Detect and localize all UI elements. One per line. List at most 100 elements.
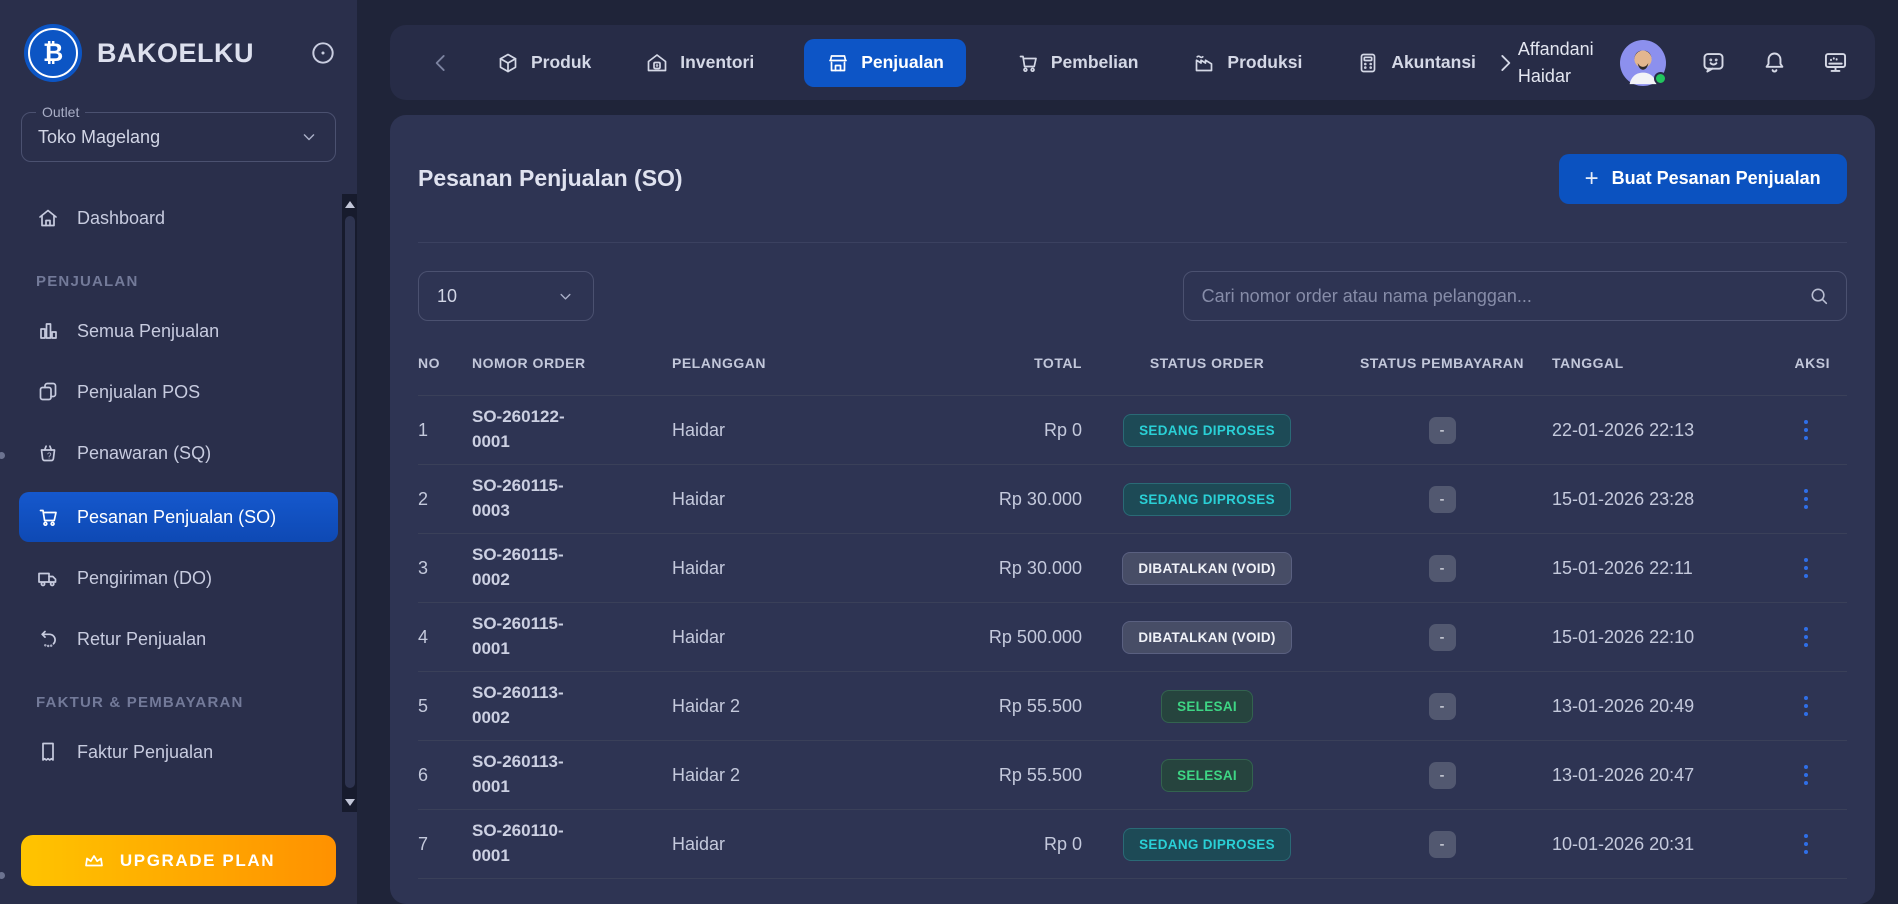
sidebar-item-pengiriman-do[interactable]: Pengiriman (DO)	[19, 556, 338, 600]
search-input[interactable]	[1201, 285, 1808, 307]
order-number: SO-260113-0001	[472, 752, 564, 797]
sidebar-item-label: Faktur Penjualan	[77, 741, 214, 762]
table-header-row: NO NOMOR ORDER PELANGGAN TOTAL STATUS OR…	[418, 355, 1847, 397]
brand-logo-coin-icon: ₿	[24, 24, 82, 82]
tab-akuntansi[interactable]: Akuntansi	[1352, 39, 1480, 87]
page-size-select[interactable]: 10	[418, 271, 594, 322]
page-title: Pesanan Penjualan (SO)	[418, 165, 683, 192]
row-actions-menu-button[interactable]	[1800, 830, 1813, 859]
sidebar-item-label: Semua Penjualan	[77, 320, 220, 341]
order-date: 22-01-2026 22:13	[1552, 419, 1695, 440]
user-first-name: Affandani	[1517, 39, 1594, 60]
main-area: Produk Inventori Penjualan Pembelian Pro…	[357, 0, 1898, 904]
table-row: 7 SO-260110-0001 Haidar Rp 0 SEDANG DIPR…	[418, 810, 1847, 880]
brand-header: ₿ BAKOELKU	[0, 0, 357, 82]
chevron-down-icon	[560, 293, 571, 300]
payment-status-chip: -	[1428, 761, 1456, 789]
tab-label: Akuntansi	[1391, 52, 1476, 73]
bar-chart-icon	[40, 323, 57, 339]
notification-bell-icon[interactable]	[1761, 49, 1788, 76]
sidebar-item-label: Dashboard	[77, 207, 166, 228]
sidebar-item-label: Retur Penjualan	[77, 628, 207, 649]
order-date: 15-01-2026 22:10	[1552, 626, 1695, 647]
sidebar-item-pesanan-penjualan-so[interactable]: Pesanan Penjualan (SO)	[19, 492, 338, 542]
copy-icon	[39, 382, 57, 401]
svg-text:?: ?	[47, 452, 52, 461]
sidebar-item-label: Pengiriman (DO)	[77, 567, 213, 588]
order-date: 13-01-2026 20:47	[1552, 764, 1695, 785]
sidebar-item-penjualan-pos[interactable]: Penjualan POS	[19, 370, 338, 414]
row-number: 6	[418, 764, 429, 785]
search-icon	[1811, 288, 1827, 305]
plus-icon: +	[1584, 164, 1599, 192]
circle-dot-collapse-icon[interactable]	[309, 39, 337, 67]
chevron-down-icon	[303, 134, 315, 141]
order-total: Rp 500.000	[988, 626, 1082, 647]
order-date: 10-01-2026 20:31	[1552, 833, 1695, 854]
feedback-chat-icon[interactable]	[1700, 49, 1727, 76]
section-bullet	[0, 452, 5, 459]
page-size-value: 10	[437, 285, 458, 306]
chevron-left-icon[interactable]	[428, 50, 454, 76]
tab-pembelian[interactable]: Pembelian	[1012, 39, 1143, 87]
user-name: Affandani Haidar	[1518, 36, 1594, 88]
tab-produksi[interactable]: Produksi	[1188, 39, 1306, 87]
row-actions-menu-button[interactable]	[1800, 554, 1813, 583]
row-actions-menu-button[interactable]	[1800, 416, 1813, 445]
search-box	[1182, 271, 1847, 322]
row-number: 5	[418, 695, 429, 716]
orders-table-body: 1 SO-260122-0001 Haidar Rp 0 SEDANG DIPR…	[418, 396, 1847, 880]
sidebar-item-label: Penawaran (SQ)	[77, 442, 212, 463]
sidebar-item-label: Pesanan Penjualan (SO)	[77, 506, 277, 527]
row-actions-menu-button[interactable]	[1800, 485, 1813, 514]
row-actions-menu-button[interactable]	[1800, 692, 1813, 721]
row-actions-menu-button[interactable]	[1800, 623, 1813, 652]
tab-produk[interactable]: Produk	[492, 39, 595, 87]
column-header-tanggal: TANGGAL	[1552, 355, 1624, 372]
cart-icon	[39, 509, 57, 527]
sidebar-item-semua-penjualan[interactable]: Semua Penjualan	[19, 309, 338, 353]
sidebar-item-faktur-penjualan[interactable]: Faktur Penjualan	[19, 730, 338, 774]
order-number: SO-260113-0002	[472, 683, 564, 728]
online-status-dot	[1653, 71, 1667, 85]
outlet-select[interactable]: Outlet Toko Magelang	[21, 104, 336, 162]
order-number: SO-260122-0001	[472, 407, 565, 452]
sidebar-item-dashboard[interactable]: Dashboard	[19, 196, 338, 240]
column-header-pelanggan: PELANGGAN	[672, 355, 766, 372]
customer-name: Haidar	[672, 833, 726, 854]
column-header-aksi: AKSI	[1794, 355, 1830, 372]
avatar[interactable]	[1619, 39, 1667, 86]
payment-status-chip: -	[1428, 554, 1456, 582]
table-row: 4 SO-260115-0001 Haidar Rp 500.000 DIBAT…	[418, 603, 1847, 673]
sidebar-scrollbar[interactable]	[342, 194, 357, 812]
sidebar-item-retur-penjualan[interactable]: Retur Penjualan	[19, 617, 338, 661]
column-header-total: TOTAL	[1034, 355, 1082, 372]
scrollbar-down-arrow[interactable]	[342, 794, 357, 810]
section-bullet	[0, 872, 5, 879]
row-actions-menu-button[interactable]	[1800, 761, 1813, 790]
payment-status-chip: -	[1428, 692, 1456, 720]
create-sales-order-button[interactable]: + Buat Pesanan Penjualan	[1558, 153, 1847, 204]
tab-inventori[interactable]: Inventori	[641, 39, 758, 87]
crown-icon	[85, 854, 103, 866]
scrollbar-up-arrow[interactable]	[342, 196, 357, 212]
sidebar-section-faktur-pembayaran: FAKTUR & PEMBAYARAN	[36, 694, 244, 711]
storefront-icon	[829, 54, 848, 71]
customer-name: Haidar	[672, 419, 726, 440]
upgrade-plan-button[interactable]: UPGRADE PLAN	[21, 835, 336, 886]
payment-status-chip: -	[1428, 623, 1456, 651]
scrollbar-thumb[interactable]	[344, 216, 355, 788]
status-badge: SELESAI	[1161, 758, 1253, 792]
factory-icon	[1196, 54, 1213, 71]
sidebar-item-penawaran-sq[interactable]: ? Penawaran (SQ)	[19, 431, 338, 475]
chevron-right-icon[interactable]	[1492, 50, 1518, 76]
quote-basket-icon: ?	[40, 445, 56, 462]
top-navigation-bar: Produk Inventori Penjualan Pembelian Pro…	[390, 25, 1875, 101]
display-monitor-icon[interactable]	[1822, 49, 1849, 76]
status-badge: SEDANG DIPROSES	[1123, 413, 1291, 447]
bitcoin-symbol: ₿	[42, 38, 64, 67]
tab-penjualan[interactable]: Penjualan	[804, 38, 966, 87]
tab-label: Produksi	[1227, 52, 1303, 73]
row-number: 7	[418, 833, 429, 854]
customer-name: Haidar 2	[672, 764, 741, 785]
